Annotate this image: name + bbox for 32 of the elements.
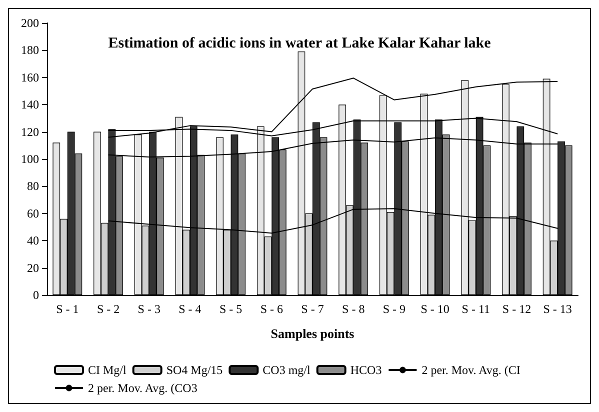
- x-tick-label: S - 6: [260, 302, 283, 316]
- x-tick-label: S - 8: [342, 302, 365, 316]
- legend-label: CI Mg/l: [88, 363, 128, 377]
- x-tick-label: S - 3: [138, 302, 160, 316]
- x-tick-label: S - 9: [382, 302, 406, 316]
- y-tick-label: 0: [33, 288, 39, 302]
- x-tick-label: S - 11: [462, 302, 490, 316]
- legend-label: HCO3: [350, 363, 382, 377]
- y-tick-label: 200: [21, 16, 39, 30]
- y-tick-label: 20: [27, 260, 39, 275]
- text: Estimation of acidic ions in water at Lake Kalar Kahar lake: [108, 36, 492, 52]
- x-tick-label: S - 13: [543, 302, 572, 316]
- y-tick-label: 80: [27, 179, 39, 194]
- x-tick-label: S - 2: [96, 302, 120, 316]
- y-tick-label: 120: [21, 124, 39, 139]
- legend-label: 2 per. Mov. Avg. (CI: [422, 363, 520, 377]
- legend-label: 2 per. Mov. Avg. (CO3: [88, 381, 198, 395]
- legend-label: CO3 mg/l: [262, 363, 312, 377]
- y-tick-label: 180: [21, 43, 39, 58]
- x-tick-label: S - 12: [502, 302, 532, 316]
- y-tick-label: 100: [21, 152, 39, 166]
- x-tick-label: S - 5: [219, 302, 242, 316]
- legend-label: SO4 Mg/15: [166, 363, 223, 377]
- y-tick-label: 40: [27, 234, 39, 248]
- x-tick-label: S - 10: [420, 302, 450, 316]
- x-tick-label: S - 1: [56, 302, 79, 316]
- x-tick-label: S - 4: [178, 302, 202, 316]
- x-tick-label: S - 7: [301, 302, 324, 316]
- x-axis-title: Samples points: [270, 326, 354, 341]
- y-tick-label: 140: [21, 98, 39, 112]
- y-tick-label: 160: [21, 70, 39, 84]
- y-tick-label: 60: [27, 206, 39, 220]
